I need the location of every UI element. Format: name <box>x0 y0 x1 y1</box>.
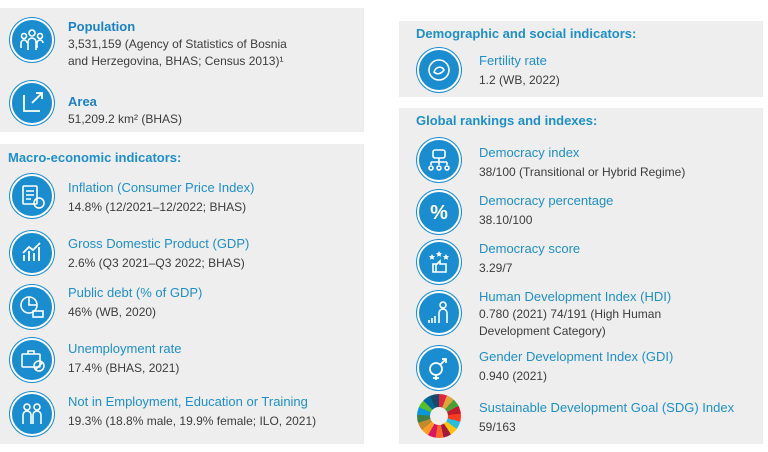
fertility-value: 1.2 (WB, 2022) <box>479 73 560 87</box>
demographic-panel: Demographic and social indicators: Ferti… <box>399 21 763 97</box>
growth-chart-icon <box>10 231 54 275</box>
hdi-label: Human Development Index (HDI) <box>479 289 672 304</box>
population-value-line2: and Herzegovina, BHAS; Census 2013)¹ <box>68 54 284 68</box>
people-icon <box>10 392 54 436</box>
democracy-score-label: Democracy score <box>479 241 581 256</box>
population-label: Population <box>68 19 136 34</box>
macro-panel: Macro-economic indicators: Inflation (Co… <box>0 144 364 444</box>
fertility-icon <box>417 48 461 92</box>
gdp-label: Gross Domestic Product (GDP) <box>68 236 250 251</box>
public-debt-value: 46% (WB, 2020) <box>68 305 157 319</box>
democracy-percentage-value: 38.10/100 <box>479 213 533 227</box>
macro-title: Macro-economic indicators: <box>8 150 182 165</box>
democracy-index-value: 38/100 (Transitional or Hybrid Regime) <box>479 165 686 179</box>
public-debt-label: Public debt (% of GDP) <box>68 285 203 300</box>
area-label: Area <box>68 94 97 109</box>
population-area-panel: Population 3,531,159 (Agency of Statisti… <box>0 8 364 132</box>
inflation-label: Inflation (Consumer Price Index) <box>68 180 255 195</box>
debt-pie-icon <box>10 285 54 329</box>
hierarchy-icon <box>417 138 461 182</box>
percent-icon: % <box>417 190 461 234</box>
people-group-icon <box>10 18 54 62</box>
neet-label: Not in Employment, Education or Training <box>68 394 308 409</box>
gdi-value: 0.940 (2021) <box>479 369 548 383</box>
unemployment-value: 17.4% (BHAS, 2021) <box>68 361 180 375</box>
thumbs-up-stars-icon <box>417 240 461 284</box>
rankings-title: Global rankings and indexes: <box>416 113 598 128</box>
briefcase-icon <box>10 338 54 382</box>
gdp-value: 2.6% (Q3 2021–Q3 2022; BHAS) <box>68 256 245 270</box>
democracy-score-value: 3.29/7 <box>479 261 513 275</box>
neet-value: 19.3% (18.8% male, 19.9% female; ILO, 20… <box>68 414 317 428</box>
fertility-label: Fertility rate <box>479 53 547 68</box>
hdi-value-line2: Development Category) <box>479 324 606 338</box>
svg-text:%: % <box>430 202 448 224</box>
democracy-percentage-label: Democracy percentage <box>479 193 614 208</box>
population-value-line1: 3,531,159 (Agency of Statistics of Bosni… <box>68 37 287 51</box>
gender-icon <box>417 346 461 390</box>
gdi-label: Gender Development Index (GDI) <box>479 349 674 364</box>
inflation-value: 14.8% (12/2021–12/2022; BHAS) <box>68 200 247 214</box>
area-corner-icon <box>10 81 54 125</box>
hdi-value-line1: 0.780 (2021) 74/191 (High Human <box>479 307 662 321</box>
rankings-panel: Global rankings and indexes: Democracy i… <box>399 108 763 444</box>
human-growth-icon <box>417 291 461 335</box>
area-value: 51,209.2 km² (BHAS) <box>68 112 183 126</box>
sdg-wheel-icon <box>417 394 461 438</box>
price-tag-icon <box>10 174 54 218</box>
sdg-label: Sustainable Development Goal (SDG) Index <box>479 400 735 415</box>
sdg-value: 59/163 <box>479 420 516 434</box>
democracy-index-label: Democracy index <box>479 145 580 160</box>
demographic-title: Demographic and social indicators: <box>416 26 637 41</box>
unemployment-label: Unemployment rate <box>68 341 182 356</box>
